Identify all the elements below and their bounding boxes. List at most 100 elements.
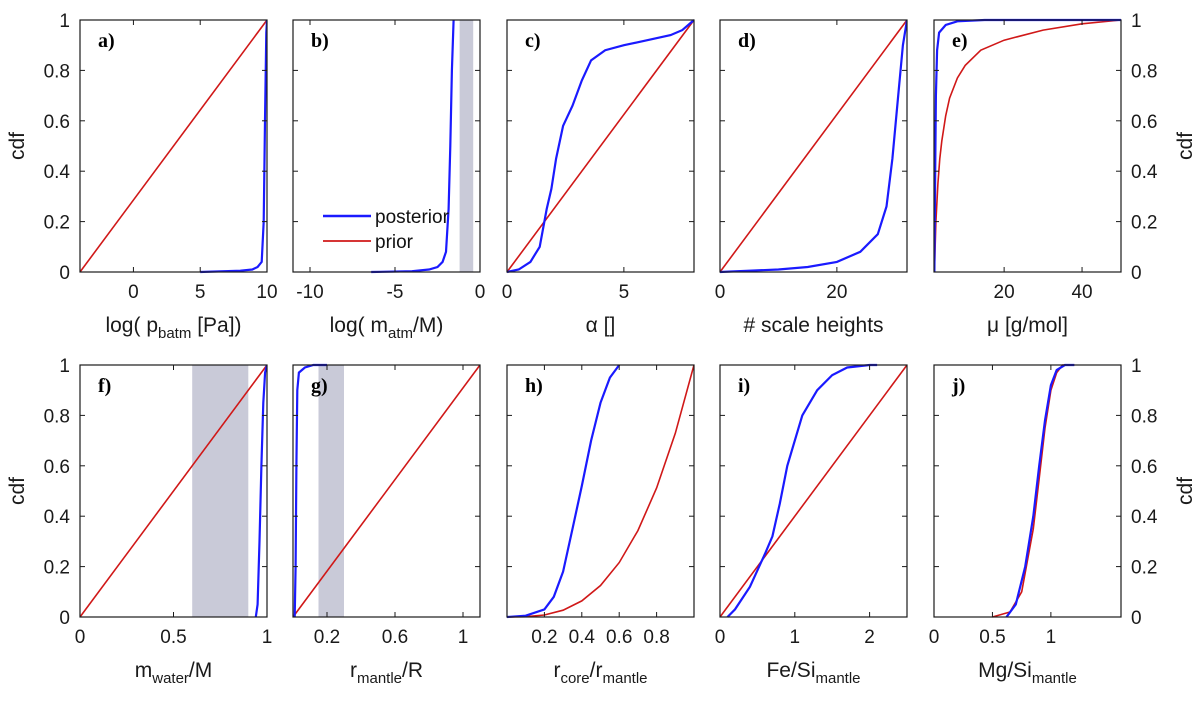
x-tick-label: 20 — [826, 282, 847, 303]
y-tick-label-right: 0.2 — [1131, 558, 1157, 579]
axes-box — [933, 364, 1122, 618]
posterior-line — [371, 19, 455, 274]
x-tick-label: 0 — [715, 627, 726, 648]
prior-line — [507, 364, 694, 618]
y-tick-label-right: 0 — [1131, 608, 1142, 629]
x-axis-label: rcore/rmantle — [553, 659, 647, 687]
x-axis-label: log( pbatm [Pa]) — [105, 314, 241, 342]
x-axis-label: # scale heights — [743, 314, 883, 337]
x-tick-label: 40 — [1071, 282, 1092, 303]
x-tick-label: 0.4 — [569, 627, 596, 648]
x-tick-label: 5 — [195, 282, 206, 303]
x-axis-label: rmantle/R — [350, 659, 423, 687]
prior-line — [992, 364, 1075, 618]
y-axis-label: cdf — [1174, 132, 1197, 160]
panel-letter: e) — [952, 30, 968, 52]
y-tick-label: 1 — [59, 11, 70, 32]
x-tick-label: 0.5 — [160, 627, 186, 648]
x-tick-label: 1 — [1046, 627, 1057, 648]
y-tick-label-right: 0.8 — [1131, 406, 1157, 427]
y-tick-label-right: 0.4 — [1131, 507, 1158, 528]
prior-line — [720, 364, 907, 618]
posterior-line — [254, 364, 267, 618]
posterior-line — [1005, 363, 1075, 618]
y-tick-label: 0.2 — [44, 558, 70, 579]
panel-letter: b) — [311, 30, 329, 52]
x-tick-label: 2 — [864, 627, 875, 648]
y-tick-label: 0.4 — [44, 162, 71, 183]
y-axis-label: cdf — [6, 477, 29, 505]
x-tick-label: 0.2 — [531, 627, 557, 648]
legend-posterior-label: posterior — [375, 207, 450, 228]
prior-line — [80, 19, 267, 273]
x-tick-label: 0 — [75, 627, 86, 648]
y-axis-label: cdf — [6, 132, 29, 160]
panel-i: 0 1 2 i) Fe/Simantle — [715, 363, 908, 687]
axes-box — [79, 19, 268, 273]
posterior-line — [726, 363, 878, 618]
panel-letter: a) — [98, 30, 115, 52]
panel-h: 0.2 0.4 0.6 0.8 h) rcore/rmantle — [506, 364, 695, 687]
y-tick-label-right: 0.6 — [1131, 457, 1157, 478]
panel-j: 0 0.5 1 0 0.2 0.4 0.6 0.8 1 j) Mg/Simantle cdf — [929, 356, 1197, 687]
posterior-line — [507, 19, 694, 274]
panel-c: 0 5 c) α [] — [502, 19, 695, 337]
y-tick-label: 0.6 — [44, 112, 70, 133]
x-axis-label: Mg/Simantle — [978, 659, 1077, 687]
x-axis-label: α [] — [586, 314, 616, 337]
x-tick-label: 0.6 — [606, 627, 632, 648]
x-tick-label: -5 — [387, 282, 404, 303]
panel-letter: g) — [311, 375, 328, 397]
y-tick-label: 1 — [59, 356, 70, 377]
y-tick-label-right: 0.2 — [1131, 213, 1157, 234]
x-tick-label: 10 — [256, 282, 277, 303]
x-tick-label: 1 — [458, 627, 469, 648]
y-tick-label: 0 — [59, 263, 70, 284]
panel-letter: j) — [951, 375, 965, 397]
y-tick-label: 0.4 — [44, 507, 71, 528]
x-axis-label: log( matm/M) — [330, 314, 444, 342]
x-tick-label: 1 — [262, 627, 273, 648]
posterior-line — [200, 19, 267, 274]
x-tick-label: 0 — [128, 282, 139, 303]
panel-letter: i) — [738, 375, 750, 397]
axes-box — [292, 364, 481, 618]
x-tick-label: 0 — [929, 627, 940, 648]
y-tick-label-right: 0.4 — [1131, 162, 1158, 183]
y-tick-label-right: 0.6 — [1131, 112, 1157, 133]
prior-line — [80, 364, 267, 618]
legend: posterior prior — [323, 207, 450, 253]
panel-letter: f) — [98, 375, 111, 397]
axes-box — [933, 19, 1122, 273]
y-tick-label: 0 — [59, 608, 70, 629]
panel-e: 20 40 0 0.2 0.4 0.6 0.8 1 e) μ [g/mol] cdf — [933, 11, 1197, 337]
y-tick-label-right: 1 — [1131, 11, 1142, 32]
axes-box — [719, 364, 908, 618]
panel-g: 0.2 0.6 1 g) rmantle/R — [292, 363, 481, 687]
y-tick-label: 0.8 — [44, 61, 70, 82]
legend-prior-label: prior — [375, 232, 414, 253]
y-tick-label-right: 0 — [1131, 263, 1142, 284]
x-tick-label: -10 — [296, 282, 323, 303]
y-tick-label-right: 0.8 — [1131, 61, 1157, 82]
y-tick-label-right: 1 — [1131, 356, 1142, 377]
prior-line — [507, 19, 694, 273]
axes-box — [719, 19, 908, 273]
prior-line — [293, 364, 480, 618]
x-tick-label: 0 — [715, 282, 726, 303]
axes-box — [292, 19, 481, 273]
x-tick-label: 5 — [619, 282, 630, 303]
x-axis-label: mwater/M — [135, 659, 213, 687]
x-axis-label: μ [g/mol] — [987, 314, 1068, 337]
posterior-line — [507, 364, 621, 619]
posterior-line — [934, 18, 1121, 273]
x-tick-label: 0.2 — [314, 627, 340, 648]
x-tick-label: 1 — [790, 627, 801, 648]
x-tick-label: 0.5 — [979, 627, 1005, 648]
panel-a: 0 5 10 0 0.2 0.4 0.6 0.8 1 a) log( pbatm [Pa]) cdf — [6, 11, 278, 342]
y-tick-label: 0.2 — [44, 213, 70, 234]
x-tick-label: 0 — [475, 282, 486, 303]
panel-letter: h) — [525, 375, 543, 397]
panel-b: -10 -5 0 b) log( matm/M) posterior prior — [292, 19, 486, 342]
shaded-band — [318, 365, 344, 617]
